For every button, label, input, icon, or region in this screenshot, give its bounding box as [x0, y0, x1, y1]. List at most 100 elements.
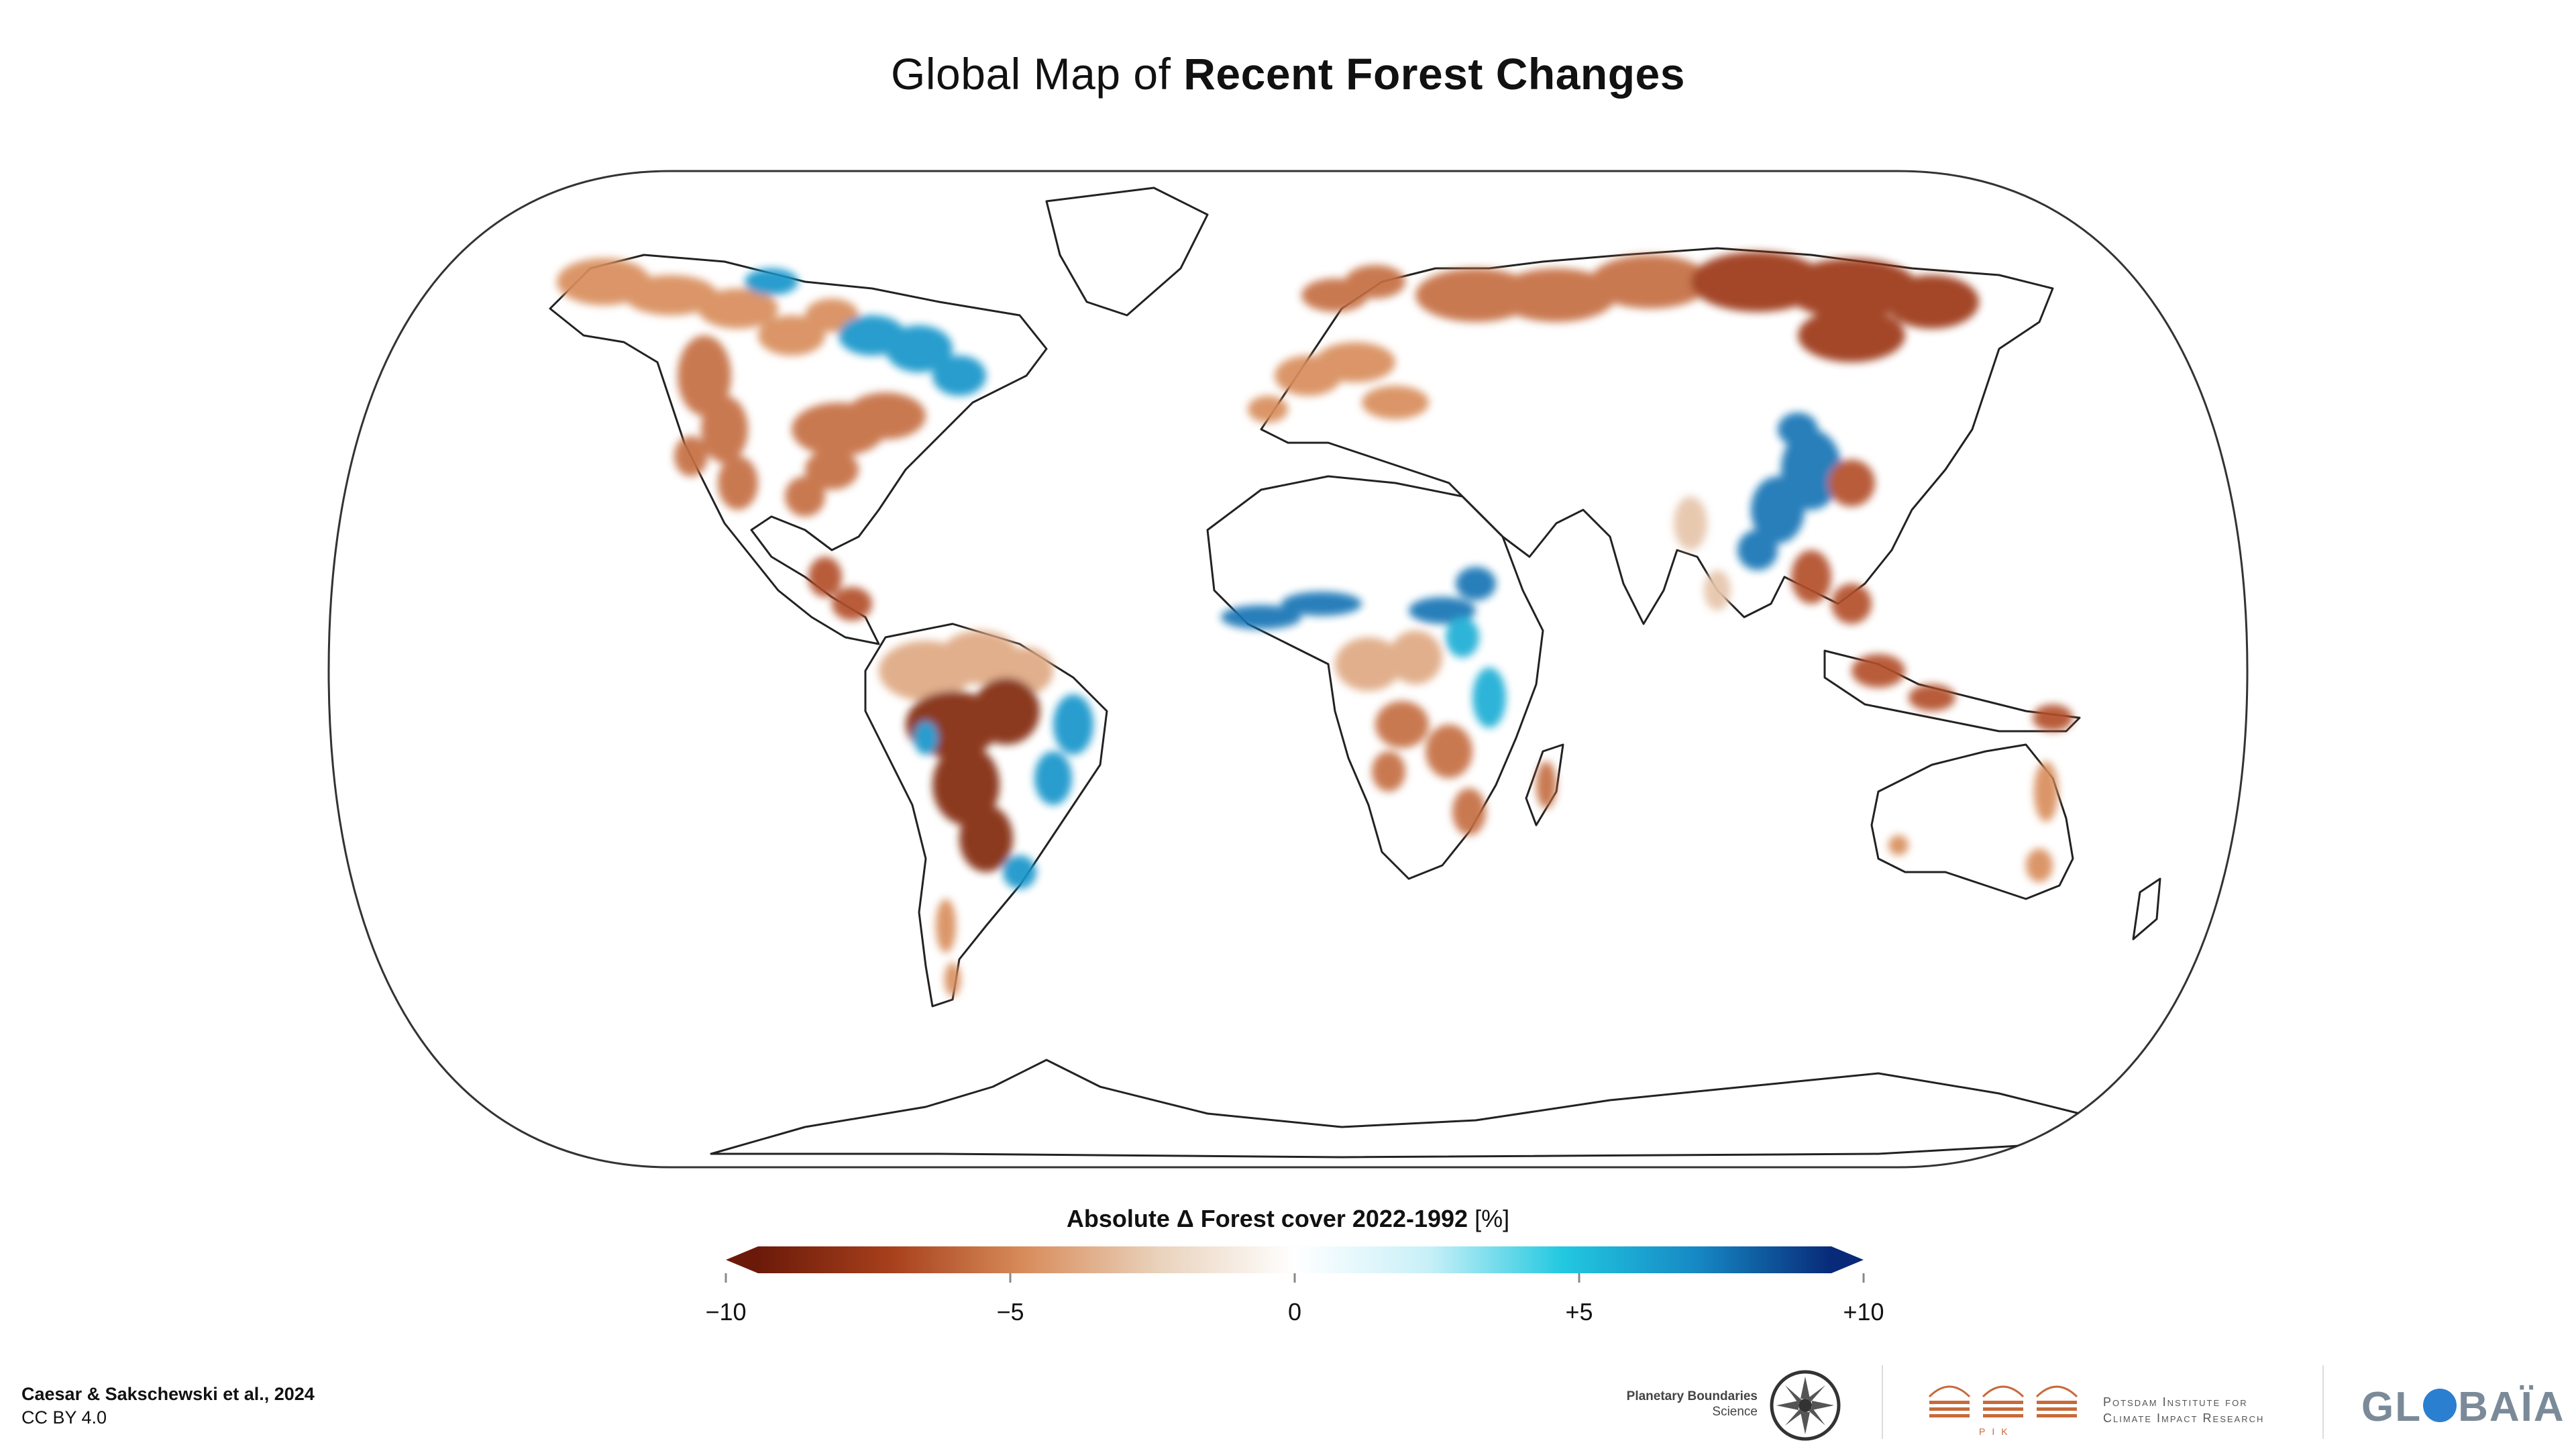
forest-region-east-africa [1472, 667, 1506, 728]
south-america-outline [864, 623, 1108, 1008]
forest-region-canada-east [932, 356, 986, 396]
greenland-outline [1045, 186, 1209, 317]
forest-region-usa-west [674, 436, 708, 476]
forest-region-australia-east [2034, 761, 2058, 822]
forest-region-usa-west [701, 396, 748, 463]
colorbar-tick-label: 0 [1287, 1298, 1302, 1326]
forest-region-europe [1248, 396, 1288, 423]
citation: Caesar & Sakschewski et al., 2024 [21, 1384, 315, 1404]
colorbar-label: Absolute Δ Forest cover 2022-1992 [%] [671, 1205, 1905, 1233]
forest-region-indonesia [2033, 704, 2073, 731]
forest-region-central-america [808, 557, 842, 597]
forest-region-southern-africa [1426, 724, 1472, 778]
forest-region-usa-west [718, 456, 758, 510]
forest-region-southeast-asia [1828, 460, 1875, 506]
planetary-boundaries-icon [1770, 1370, 1841, 1441]
colorbar-gradient [758, 1246, 1831, 1273]
forest-region-southeast-asia [1831, 584, 1872, 624]
forest-region-sahel-band [1221, 605, 1301, 629]
forest-region-patagonia [945, 963, 961, 996]
forest-region-madagascar [1536, 761, 1556, 808]
forest-region-sahel-band [1281, 592, 1362, 616]
pik-line1: Potsdam Institute for [2103, 1395, 2248, 1409]
forest-region-congo [1389, 631, 1442, 684]
forest-region-russia-taiga [1590, 255, 1711, 309]
forest-region-patagonia [936, 899, 956, 953]
forest-region-usa-east [785, 476, 825, 517]
antarctica-outline [710, 1059, 2114, 1159]
forest-region-siberia-east [1784, 258, 1919, 319]
pik-line2: Climate Impact Research [2103, 1411, 2265, 1425]
forest-region-usa-east [845, 392, 926, 439]
logo-separator-1 [1882, 1365, 1883, 1439]
globe-dot-icon [2423, 1389, 2457, 1422]
forest-region-europe [1362, 386, 1429, 419]
forest-region-canada-east [885, 325, 953, 372]
forest-region-usa-west [678, 335, 731, 416]
forest-region-southeast-asia [1791, 550, 1831, 604]
forest-region-europe [1315, 342, 1395, 382]
forest-region-sahel-band [1456, 567, 1496, 600]
forest-region-brazil-atlantic [1053, 694, 1093, 755]
globaia-post: BAÏA [2458, 1384, 2565, 1430]
title-light: Global Map of [891, 49, 1184, 99]
pbs-logo-text: Planetary Boundaries Science [1603, 1389, 1758, 1419]
title-bold: Recent Forest Changes [1183, 49, 1685, 99]
forest-region-siberia-east [1885, 275, 1979, 329]
forest-region-india [1704, 570, 1731, 610]
colorbar-tick-label: +5 [1565, 1298, 1593, 1326]
colorbar-label-main: Absolute Δ Forest cover 2022-1992 [1066, 1205, 1468, 1232]
forest-region-canada-east [745, 268, 798, 295]
forest-region-china-south [1778, 413, 1818, 446]
forest-region-australia-east [2026, 849, 2053, 882]
forest-region-siberia-east [1798, 309, 1905, 362]
forest-region-southern-africa [1372, 751, 1405, 792]
forest-region-central-america [832, 587, 872, 621]
colorbar-label-unit: [%] [1474, 1205, 1510, 1232]
forest-region-india [1674, 496, 1707, 550]
license: CC BY 4.0 [21, 1407, 107, 1428]
forest-region-sahel-band [1409, 597, 1476, 624]
indonesia-outline [1823, 649, 2081, 733]
forest-region-east-africa [1446, 617, 1479, 657]
forest-region-brazil-atlantic [1034, 751, 1072, 805]
forest-region-brazil-atlantic [1003, 855, 1036, 889]
forest-region-brazil-arc [959, 805, 1013, 872]
forest-region-brazil-arc [973, 678, 1040, 745]
forest-region-indonesia [1851, 654, 1905, 688]
forest-region-alaska-canada [624, 275, 718, 315]
colorbar-tick-label: +10 [1843, 1298, 1884, 1326]
forest-region-congo [1335, 637, 1402, 691]
pbs-line2: Science [1712, 1405, 1758, 1419]
forest-region-alaska-canada [698, 288, 778, 329]
pik-text: Potsdam Institute for Climate Impact Res… [2103, 1394, 2264, 1426]
forest-region-southern-africa [1375, 701, 1429, 748]
colorbar-max-arrow [1831, 1246, 1864, 1273]
forest-region-china-south [1737, 530, 1778, 570]
colorbar-min-arrow [726, 1246, 758, 1273]
new-zealand-outline [2132, 877, 2161, 941]
forest-region-china-south [1751, 476, 1805, 543]
forest-region-usa-east [805, 449, 859, 490]
forest-change-layer [557, 252, 2073, 996]
pik-logo-icon [1928, 1385, 2078, 1417]
north-america-outline [549, 254, 1048, 645]
page-title: Global Map of Recent Forest Changes [0, 48, 2576, 99]
colorbar-tick-label: −5 [996, 1298, 1024, 1326]
forest-region-indonesia [1909, 684, 1955, 711]
logo-separator-2 [2322, 1365, 2324, 1439]
australia-outline [1870, 743, 2074, 900]
forest-region-brazil-arc [932, 745, 1000, 825]
forest-region-scandinavia [1345, 265, 1405, 299]
colorbar-tick-label: −10 [705, 1298, 747, 1326]
globaia-pre: GL [2361, 1384, 2422, 1430]
forest-region-russia-taiga [1496, 268, 1617, 322]
forest-region-southern-africa [1452, 788, 1486, 835]
forest-region-brazil-atlantic [914, 721, 938, 755]
forest-region-australia-east [1888, 835, 1909, 855]
forest-region-alaska-canada [758, 315, 825, 356]
pbs-line1: Planetary Boundaries [1626, 1389, 1758, 1403]
pik-abbr: PIK [1979, 1426, 2015, 1437]
